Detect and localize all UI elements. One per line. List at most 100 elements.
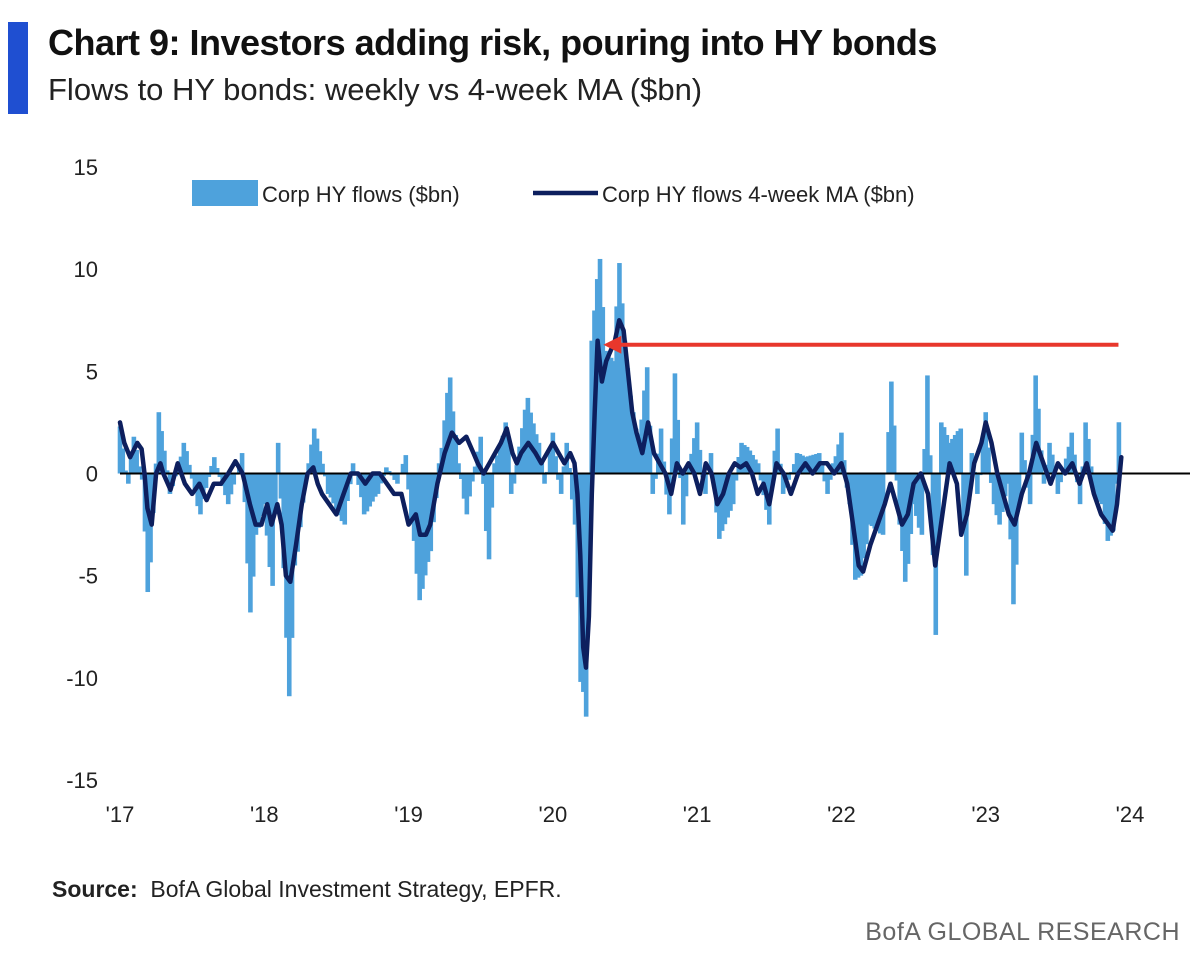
weekly-bar (273, 473, 278, 509)
weekly-bar (947, 442, 952, 474)
weekly-bar (500, 435, 506, 474)
weekly-bar (550, 432, 556, 474)
weekly-bar (861, 473, 866, 559)
weekly-bar (717, 473, 722, 539)
weekly-bar (855, 473, 861, 578)
weekly-bar (497, 445, 503, 474)
weekly-bar (636, 442, 642, 474)
weekly-bar (822, 473, 828, 482)
weekly-bar (384, 467, 389, 474)
weekly-bar (1022, 460, 1027, 474)
weekly-bar (694, 422, 700, 474)
x-tick-label: '19 (394, 802, 423, 827)
weekly-bar (886, 432, 891, 474)
weekly-bar (900, 473, 905, 551)
weekly-bar (162, 450, 167, 474)
weekly-bar (478, 436, 484, 474)
weekly-bar (828, 473, 833, 480)
weekly-bar (825, 473, 830, 494)
weekly-bar (658, 428, 664, 474)
weekly-bar (359, 473, 364, 498)
weekly-bar (997, 473, 1002, 525)
weekly-bar (145, 473, 151, 593)
weekly-bar (1083, 422, 1088, 474)
weekly-bar (223, 473, 228, 496)
weekly-bar (406, 473, 411, 490)
weekly-bar (214, 467, 220, 474)
x-axis-ticks: '17 '18 '19 '20 '21 '22 '23 '24 (106, 802, 1145, 827)
weekly-bar (1047, 442, 1052, 474)
weekly-bar (675, 419, 681, 474)
weekly-bar (309, 444, 314, 474)
weekly-bar (672, 373, 678, 474)
weekly-bar (894, 473, 900, 481)
x-tick-label: '18 (250, 802, 279, 827)
weekly-bar (631, 412, 636, 474)
weekly-bar (281, 473, 287, 569)
weekly-bar (742, 445, 747, 474)
weekly-bar (697, 449, 703, 474)
legend-swatch-weekly (192, 180, 258, 206)
weekly-bar (969, 453, 975, 474)
y-tick-label: 5 (86, 359, 98, 384)
weekly-bar (955, 431, 961, 474)
weekly-bar (317, 451, 323, 474)
weekly-bar (569, 473, 575, 500)
weekly-bar (733, 473, 739, 481)
weekly-bar (653, 473, 658, 479)
weekly-bar (561, 466, 567, 474)
weekly-bar (1108, 473, 1113, 536)
weekly-bar (678, 473, 683, 479)
weekly-bar (508, 473, 514, 494)
weekly-bar (131, 436, 137, 474)
weekly-bar (395, 473, 400, 484)
weekly-bar (647, 425, 653, 474)
weekly-bar (447, 377, 453, 474)
y-tick-label: -10 (66, 666, 98, 691)
weekly-bar (278, 473, 284, 499)
weekly-bar (936, 473, 941, 537)
weekly-bar (126, 473, 131, 484)
y-tick-label: 10 (74, 257, 98, 282)
weekly-bar (1111, 473, 1116, 531)
weekly-bar (511, 473, 517, 484)
weekly-bar (453, 434, 459, 474)
x-tick-label: '23 (971, 802, 1000, 827)
legend-label-weekly: Corp HY flows ($bn) (262, 182, 460, 207)
weekly-bar (614, 306, 619, 474)
weekly-bar (628, 395, 633, 474)
weekly-bar (944, 434, 950, 474)
weekly-bar (650, 473, 656, 494)
weekly-bar (514, 465, 520, 474)
weekly-bar (334, 473, 339, 510)
weekly-bar (858, 473, 864, 576)
weekly-bar (1094, 473, 1100, 498)
arrow-head (603, 335, 622, 354)
weekly-bar (925, 375, 930, 474)
weekly-bar (819, 465, 825, 474)
weekly-bar (719, 473, 725, 531)
weekly-bar (669, 438, 675, 474)
weekly-bar (486, 473, 492, 560)
weekly-bar (689, 453, 694, 474)
weekly-bar (1019, 432, 1025, 474)
weekly-bar (203, 473, 209, 488)
x-tick-label: '17 (106, 802, 135, 827)
weekly-bar (445, 392, 450, 474)
weekly-bar (941, 427, 947, 474)
weekly-bar (506, 444, 511, 474)
weekly-bar (975, 473, 980, 494)
weekly-bar (128, 458, 134, 474)
weekly-bar (1008, 473, 1013, 540)
weekly-bar (123, 470, 128, 474)
weekly-bar (1097, 473, 1102, 502)
weekly-bar (261, 473, 267, 505)
weekly-bar (470, 473, 475, 482)
weekly-bar (137, 466, 142, 474)
weekly-bar (306, 463, 311, 474)
y-tick-label: 0 (86, 462, 98, 487)
weekly-bar (950, 438, 955, 474)
weekly-bar (889, 381, 894, 474)
weekly-bar (217, 473, 223, 478)
weekly-bar (159, 431, 164, 474)
